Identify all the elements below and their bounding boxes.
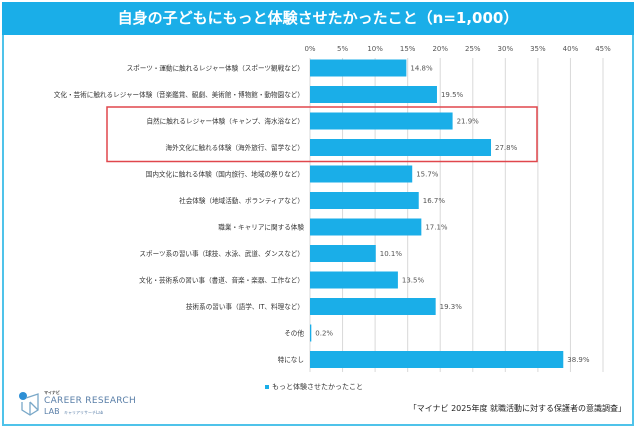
category-label: 特になし [278,355,304,364]
data-label: 15.7% [416,171,439,179]
bar [310,59,407,77]
category-label: 文化・芸術に触れるレジャー体験（音楽鑑賞、観劇、美術館・博物館・動物園など） [54,90,304,99]
data-label: 38.9% [567,356,590,364]
legend-swatch [265,385,269,389]
x-tick-label: 40% [563,45,579,53]
x-tick-label: 15% [400,45,416,53]
data-label: 13.5% [402,277,425,285]
category-label: スポーツ・運動に触れるレジャー体験（スポーツ観戦など） [127,64,304,73]
data-label: 19.3% [440,303,463,311]
logo-mark-icon [19,392,39,416]
bar [310,86,437,103]
bar [310,324,312,342]
category-label: スポーツ系の習い事（球技、水泳、武道、ダンスなど） [139,249,304,258]
data-label: 16.7% [423,197,446,205]
chart-title: 自身の子どもにもっと体験させたかったこと（n=1,000） [2,2,634,35]
x-tick-label: 20% [432,45,448,53]
highlight-box [106,106,538,163]
category-label: 文化・芸術系の習い事（書道、音楽・楽器、工作など） [139,276,304,285]
data-label: 17.1% [425,224,448,232]
x-tick-label: 0% [304,45,315,53]
category-label: 国内文化に触れる体験（国内旅行、地域の祭りなど） [146,170,304,179]
bar [310,245,376,262]
x-tick-label: 45% [595,45,611,53]
logo-line1: CAREER RESEARCH [44,396,137,406]
data-label: 27.8% [495,144,518,152]
category-label: 技術系の習い事（語学、IT、料理など） [186,302,304,311]
source-note: 「マイナビ 2025年度 就職活動に対する保護者の意識調査」 [408,404,626,413]
x-tick-label: 30% [498,45,514,53]
category-label: 海外文化に触れる体験（海外旅行、留学など） [166,143,304,152]
x-tick-label: 35% [530,45,546,53]
bar [310,139,492,156]
legend-label: もっと体験させたかったこと [272,383,363,391]
bar [310,218,422,236]
bar [310,351,564,368]
category-label: 自然に触れるレジャー体験（キャンプ、海水浴など） [146,117,304,126]
category-label: 職業・キャリアに関する体験 [218,223,304,232]
bar [310,112,453,130]
x-tick-label: 25% [465,45,481,53]
data-label: 19.5% [441,91,464,99]
bar [310,271,398,289]
legend: もっと体験させたかったこと [265,382,363,392]
logo-line2-sub: キャリアリサーチLab [64,410,104,415]
data-label: 10.1% [380,250,403,258]
x-tick-label: 10% [367,45,383,53]
data-label: 21.9% [457,118,480,126]
bar [310,298,436,315]
bar [310,192,419,209]
logo-line2: LAB [44,407,60,416]
logo-brand: マイナビ [44,390,60,395]
category-label: 社会体験（地域活動、ボランティアなど） [179,196,304,205]
category-label: その他 [284,329,304,338]
x-tick-label: 5% [337,45,348,53]
data-label: 0.2% [315,330,333,338]
bar [310,165,413,183]
data-label: 14.8% [410,65,433,73]
career-research-lab-logo: マイナビ CAREER RESEARCH LAB キャリアリサーチLab [18,390,138,420]
